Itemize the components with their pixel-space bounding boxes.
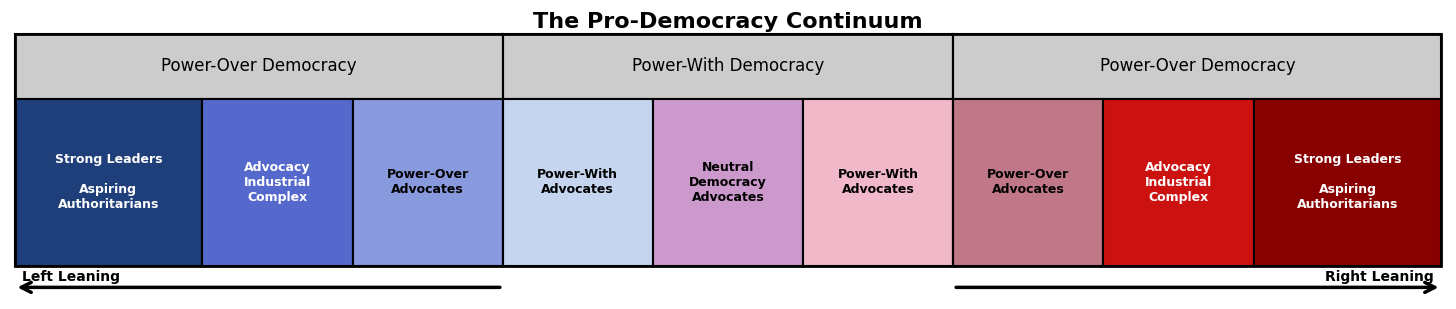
Bar xyxy=(804,99,954,266)
Text: Left Leaning: Left Leaning xyxy=(22,270,119,284)
Text: Power-With Democracy: Power-With Democracy xyxy=(632,57,824,75)
Text: Power-With
Advocates: Power-With Advocates xyxy=(537,168,619,196)
Bar xyxy=(15,34,1441,266)
Bar xyxy=(652,99,804,266)
Bar xyxy=(1254,99,1441,266)
Text: Strong Leaders

Aspiring
Authoritarians: Strong Leaders Aspiring Authoritarians xyxy=(55,153,162,211)
Bar xyxy=(352,99,502,266)
Text: Neutral
Democracy
Advocates: Neutral Democracy Advocates xyxy=(689,161,767,204)
Text: Power-Over Democracy: Power-Over Democracy xyxy=(160,57,357,75)
Text: Power-Over
Advocates: Power-Over Advocates xyxy=(987,168,1070,196)
Text: Power-Over Democracy: Power-Over Democracy xyxy=(1099,57,1296,75)
Text: Power-Over
Advocates: Power-Over Advocates xyxy=(386,168,469,196)
Bar xyxy=(954,34,1441,99)
Text: Advocacy
Industrial
Complex: Advocacy Industrial Complex xyxy=(243,161,312,204)
Bar xyxy=(1104,99,1254,266)
Bar xyxy=(15,99,202,266)
Text: The Pro-Democracy Continuum: The Pro-Democracy Continuum xyxy=(533,12,923,32)
Bar xyxy=(502,34,954,99)
Bar xyxy=(202,99,352,266)
Bar xyxy=(954,99,1104,266)
Text: Right Leaning: Right Leaning xyxy=(1325,270,1434,284)
Text: Strong Leaders

Aspiring
Authoritarians: Strong Leaders Aspiring Authoritarians xyxy=(1294,153,1401,211)
Text: Advocacy
Industrial
Complex: Advocacy Industrial Complex xyxy=(1144,161,1213,204)
Bar xyxy=(15,34,502,99)
Bar xyxy=(502,99,652,266)
Text: Power-With
Advocates: Power-With Advocates xyxy=(837,168,919,196)
